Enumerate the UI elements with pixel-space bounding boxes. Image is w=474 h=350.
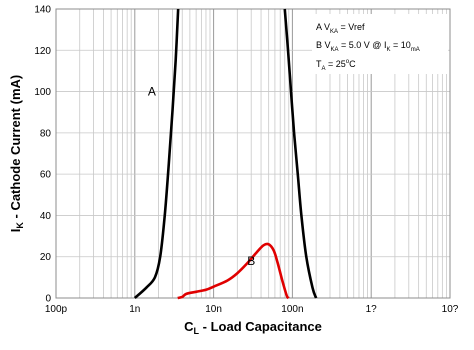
plot-frame (55, 8, 451, 299)
series-line-a-1 (283, 8, 318, 299)
y-tick-label: 140 (34, 5, 51, 16)
series-label-b: B (247, 254, 255, 268)
y-tick-label: 20 (40, 252, 52, 263)
x-tick-label: 1n (129, 304, 140, 315)
y-tick-label: 100 (34, 87, 51, 98)
y-tick-label: 60 (40, 170, 52, 181)
y-tick-label: 80 (40, 128, 52, 139)
legend-background (312, 14, 448, 74)
series-line-b-2 (177, 242, 290, 300)
x-tick-label: 10? (442, 304, 459, 315)
legend-entry-a: A VKA = Vref (316, 22, 365, 35)
tick-labels: 0 20 40 60 80 100 120 140 100p 1n 10n 100n 1? 10? (34, 5, 458, 316)
x-tick-label: 1? (366, 304, 378, 315)
y-tick-label: 120 (34, 46, 51, 57)
series-label-a: A (148, 85, 156, 99)
y-tick-label: 40 (40, 211, 52, 222)
y-tick-label: 0 (45, 294, 51, 305)
series: AB (133, 8, 318, 300)
x-tick-label: 10n (205, 304, 222, 315)
legend-entry-b: B VKA = 5.0 V @ IK = 10mA (316, 40, 420, 53)
series-line-a-0 (133, 8, 180, 299)
legend-entry-temperature: TA = 25oC (316, 59, 356, 72)
x-tick-label: 100p (45, 304, 68, 315)
y-axis-title: IK - Cathode Current (mA) (8, 75, 25, 232)
x-tick-label: 100n (281, 304, 303, 315)
grid (55, 8, 450, 299)
legend: A VKA = Vref B VKA = 5.0 V @ IK = 10mA T… (312, 14, 448, 74)
x-axis-title: CL - Load Capacitance (184, 319, 322, 336)
